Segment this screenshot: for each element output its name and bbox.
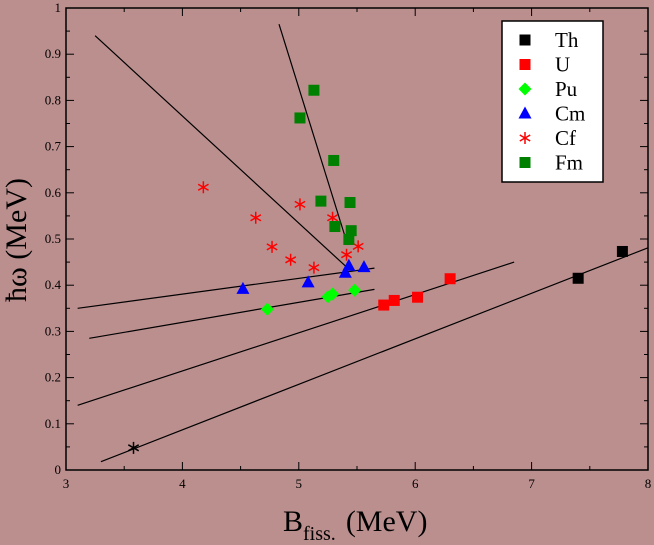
data-point-cf xyxy=(266,240,278,253)
data-point-cf xyxy=(285,253,297,266)
fit-line xyxy=(77,267,375,309)
data-point-th xyxy=(616,245,628,257)
y-tick-label: 0.4 xyxy=(45,277,62,292)
y-tick-label: 0.6 xyxy=(45,185,62,200)
fit-line xyxy=(94,35,349,269)
data-point-fm xyxy=(343,233,355,245)
y-tick-label: 0.9 xyxy=(45,46,61,61)
data-point-u xyxy=(378,299,390,311)
data-point-cm xyxy=(357,260,371,273)
x-axis-title: Bfiss. (MeV) xyxy=(283,505,427,545)
legend-marker-fm xyxy=(519,157,531,168)
data-point-cm xyxy=(236,281,250,294)
data-point-fm xyxy=(329,221,341,233)
fit-line xyxy=(278,23,349,246)
x-axis-title-subscript: fiss. xyxy=(303,523,336,545)
data-point-u xyxy=(388,294,400,306)
x-tick-label: 8 xyxy=(645,476,652,491)
x-tick-label: 6 xyxy=(412,476,419,491)
data-point-u xyxy=(444,273,456,285)
x-tick-label: 7 xyxy=(528,476,535,491)
legend-label-cf: Cf xyxy=(555,126,576,150)
data-point-cm xyxy=(342,258,356,271)
data-point-pu xyxy=(348,283,362,297)
legend-label-pu: Pu xyxy=(555,77,578,101)
data-point-th xyxy=(572,272,584,284)
legend-box xyxy=(501,20,604,183)
data-point-cf xyxy=(340,248,353,261)
y-tick-label: 0.1 xyxy=(45,416,61,431)
x-axis-title-unit: (MeV) xyxy=(346,505,428,538)
data-point-u xyxy=(412,291,424,303)
data-point-cf xyxy=(308,261,320,274)
legend-marker-u xyxy=(519,59,531,70)
y-tick-label: 0.8 xyxy=(45,92,61,107)
x-tick-label: 4 xyxy=(179,476,186,491)
fit-line xyxy=(100,247,649,463)
data-point-reference xyxy=(127,441,140,454)
legend-label-fm: Fm xyxy=(555,151,583,175)
legend-label-cm: Cm xyxy=(555,102,585,126)
data-point-fm xyxy=(344,197,356,209)
legend-marker-th xyxy=(519,34,531,46)
y-tick-label: 0 xyxy=(55,462,62,477)
axis-ticks: 3 4 5 6 7 8 0 0.1 0.2 0.3 0.4 0.5 0.6 0.7 0.8 0.9 1 xyxy=(45,0,652,491)
data-point-cm xyxy=(338,265,352,278)
legend-marker-cf xyxy=(519,132,531,144)
data-markers xyxy=(127,84,628,454)
data-point-cf xyxy=(197,181,209,194)
fit-line xyxy=(77,261,515,406)
legend-label-th: Th xyxy=(555,28,579,52)
x-tick-label: 3 xyxy=(63,476,70,491)
data-point-cm xyxy=(301,275,315,288)
x-axis-title-main: B xyxy=(283,505,303,538)
data-point-cf xyxy=(352,240,364,253)
y-tick-label: 1 xyxy=(55,0,62,15)
data-point-fm xyxy=(345,225,357,237)
data-point-pu xyxy=(260,302,274,316)
y-tick-label: 0.7 xyxy=(45,139,62,154)
data-point-fm xyxy=(328,154,340,166)
y-tick-label: 0.5 xyxy=(45,231,61,246)
y-axis-title: ħω (MeV) xyxy=(0,178,33,302)
legend-marker-pu xyxy=(518,82,532,96)
y-tick-label: 0.2 xyxy=(45,370,61,385)
x-tick-label: 5 xyxy=(296,476,303,491)
y-tick-label: 0.3 xyxy=(45,323,61,338)
data-point-fm xyxy=(294,112,306,124)
legend-label-u: U xyxy=(555,53,570,77)
data-point-cf xyxy=(250,211,262,224)
data-point-fm xyxy=(308,84,320,96)
data-point-fm xyxy=(315,195,327,207)
legend-marker-cm xyxy=(518,106,532,119)
data-point-cf xyxy=(294,198,306,211)
data-point-pu xyxy=(326,287,340,301)
